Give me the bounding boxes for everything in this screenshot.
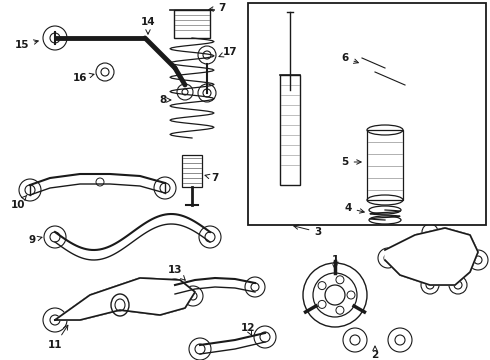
- Bar: [174, 10, 210, 38]
- Text: 10: 10: [11, 195, 27, 210]
- Text: 8: 8: [159, 95, 171, 105]
- Text: 6: 6: [342, 53, 358, 63]
- Text: 13: 13: [168, 265, 185, 280]
- Text: 7: 7: [209, 3, 226, 13]
- Text: 14: 14: [141, 17, 155, 34]
- Text: 1: 1: [331, 255, 339, 269]
- Text: 15: 15: [15, 40, 38, 50]
- Bar: [248, 3, 486, 225]
- Text: 5: 5: [342, 157, 361, 167]
- Text: 12: 12: [241, 323, 255, 336]
- Text: 3: 3: [294, 225, 321, 237]
- Text: 16: 16: [73, 73, 94, 83]
- Text: 7: 7: [205, 173, 219, 183]
- Text: 11: 11: [48, 325, 68, 350]
- Bar: [182, 155, 202, 187]
- Polygon shape: [55, 278, 195, 320]
- Polygon shape: [385, 228, 478, 285]
- Bar: [367, 130, 403, 200]
- Text: 4: 4: [344, 203, 364, 213]
- Text: 9: 9: [28, 235, 42, 245]
- Text: 2: 2: [371, 346, 379, 360]
- Text: 17: 17: [219, 47, 237, 57]
- Bar: [280, 75, 300, 185]
